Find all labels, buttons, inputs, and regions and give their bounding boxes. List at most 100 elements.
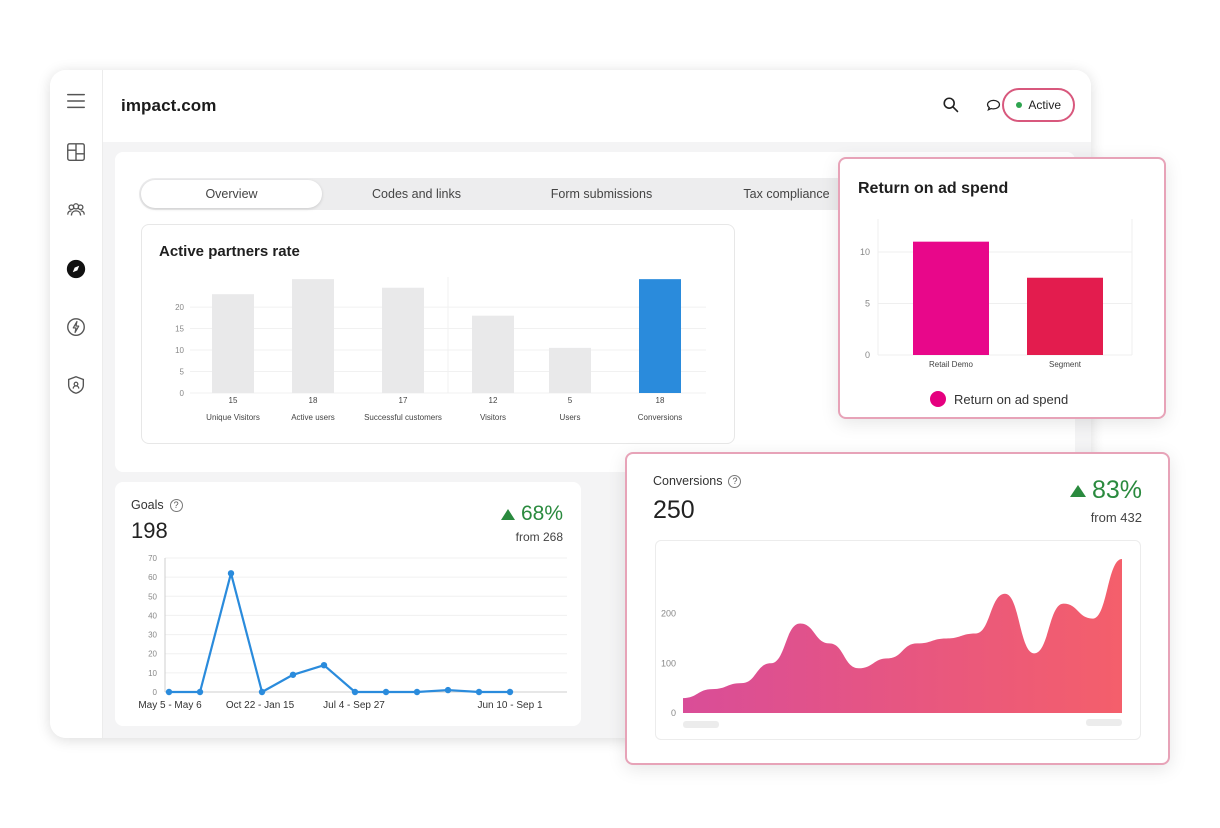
security-icon[interactable]	[64, 373, 88, 397]
discover-icon[interactable]	[64, 257, 88, 281]
goals-label: Goals	[131, 498, 164, 512]
x-tick-label: Oct 22 - Jan 15	[226, 700, 295, 711]
goals-from: from 268	[515, 530, 563, 544]
conversions-change-percent: 83%	[1091, 476, 1142, 504]
conversions-value: 250	[653, 496, 695, 524]
goals-change: 68%	[500, 502, 563, 526]
conversions-label: Conversions	[653, 474, 723, 488]
y-tick-label: 10	[175, 346, 184, 355]
y-tick-label: 20	[148, 650, 157, 659]
automation-icon[interactable]	[64, 315, 88, 339]
tab-form-submissions[interactable]: Form submissions	[550, 187, 653, 201]
roas-title: Return on ad spend	[858, 180, 1009, 197]
y-tick-label: 30	[148, 631, 157, 640]
chat-icon[interactable]	[983, 95, 1003, 115]
x-axis-placeholder	[1086, 719, 1122, 726]
y-tick-label: 0	[180, 389, 185, 398]
conversions-area	[683, 558, 1122, 713]
bar-value-label: 18	[656, 396, 665, 405]
trend-up-icon	[500, 508, 515, 520]
data-point	[413, 688, 421, 696]
search-icon[interactable]	[941, 95, 961, 115]
active-partners-card: Active partners rate 0 5 10 15 20 15 Unique Vi…	[141, 224, 735, 444]
y-tick-label: 0	[153, 688, 158, 697]
y-tick-label: 0	[671, 708, 676, 718]
tab-bar: Overview Codes and links Form submission…	[139, 178, 879, 210]
y-tick-label: 0	[865, 350, 870, 360]
x-tick-label: Successful customers	[364, 413, 442, 422]
goals-help-icon[interactable]: ?	[169, 498, 183, 512]
top-bar: impact.com Active	[103, 70, 1091, 142]
goals-chart: 0 10 20 30 40 50 60 70 May 5 - May 6 Oct 22 - Jan…	[138, 554, 567, 711]
status-badge[interactable]: Active	[1002, 88, 1075, 122]
bar	[382, 287, 424, 393]
status-dot-icon	[1016, 102, 1023, 108]
bar	[292, 279, 334, 393]
y-tick-label: 40	[148, 611, 157, 620]
y-tick-label: 200	[661, 609, 676, 619]
trend-up-icon	[1069, 484, 1086, 497]
data-point	[258, 688, 266, 696]
data-point	[506, 688, 514, 696]
tab-codes-and-links[interactable]: Codes and links	[372, 187, 461, 201]
conversions-from: from 432	[1090, 510, 1142, 525]
data-point	[475, 688, 483, 696]
bar	[212, 294, 254, 393]
active-partners-title: Active partners rate	[159, 243, 300, 260]
conversions-chart: 0 100 200	[661, 558, 1122, 728]
bar	[549, 347, 591, 393]
x-tick-label: Users	[560, 413, 581, 422]
x-tick-label: Active users	[291, 413, 335, 422]
data-point	[165, 688, 173, 696]
roas-chart: 0 5 10 Retail Demo Segment	[860, 219, 1133, 369]
x-tick-label: Visitors	[480, 413, 506, 422]
y-tick-label: 50	[148, 592, 157, 601]
x-tick-label: Jun 10 - Sep 1	[477, 700, 542, 711]
roas-card: Return on ad spend 0 5 10 Retail Demo Segmen…	[838, 157, 1166, 419]
bar-value-label: 18	[309, 396, 318, 405]
bar	[913, 241, 989, 355]
data-point	[320, 662, 328, 669]
dashboard-icon[interactable]	[64, 140, 88, 164]
y-tick-label: 60	[148, 573, 157, 582]
tab-overview[interactable]: Overview	[141, 180, 322, 208]
data-point	[444, 686, 452, 694]
goals-change-percent: 68%	[520, 502, 563, 525]
brand-logo[interactable]: impact.com	[121, 96, 217, 115]
conversions-help-icon[interactable]: ?	[728, 474, 742, 488]
bar	[639, 279, 681, 393]
conversions-change: 83%	[1069, 476, 1142, 505]
bar-value-label: 17	[399, 396, 408, 405]
active-partners-chart: 0 5 10 15 20 15 Unique Visitors 18 Active users 1…	[175, 277, 706, 422]
x-tick-label: Jul 4 - Sep 27	[323, 700, 385, 711]
goals-series-line	[169, 572, 510, 694]
conversions-label-row: Conversions ?	[653, 474, 742, 488]
partners-icon[interactable]	[64, 198, 88, 222]
sidebar	[50, 70, 103, 738]
bar-value-label: 15	[229, 396, 238, 405]
bar	[1027, 277, 1103, 355]
y-tick-label: 5	[865, 298, 870, 308]
y-tick-label: 15	[175, 325, 184, 334]
goals-label-row: Goals ?	[131, 498, 183, 512]
y-tick-label: 100	[661, 658, 676, 668]
x-axis-placeholder	[683, 721, 719, 728]
data-point	[196, 688, 204, 696]
bar-value-label: 12	[489, 396, 498, 405]
x-tick-label: Retail Demo	[929, 360, 974, 369]
conversions-card: Conversions ? 250 83% from 432 0 100 200	[625, 452, 1170, 765]
x-tick-label: Unique Visitors	[206, 413, 260, 422]
data-point	[289, 671, 297, 678]
data-point	[382, 688, 390, 696]
menu-icon[interactable]	[64, 89, 88, 113]
x-tick-label: May 5 - May 6	[138, 700, 202, 711]
y-tick-label: 20	[175, 303, 184, 312]
y-tick-label: 5	[180, 368, 185, 377]
roas-legend: Return on ad spend	[930, 391, 1068, 407]
goals-value: 198	[131, 518, 168, 543]
data-point	[351, 688, 359, 696]
goals-card: Goals ? 198 68% from 268 0 10 20 30 40 50 60 70…	[115, 482, 581, 726]
bar	[472, 315, 514, 393]
tab-tax-compliance[interactable]: Tax compliance	[743, 187, 830, 201]
